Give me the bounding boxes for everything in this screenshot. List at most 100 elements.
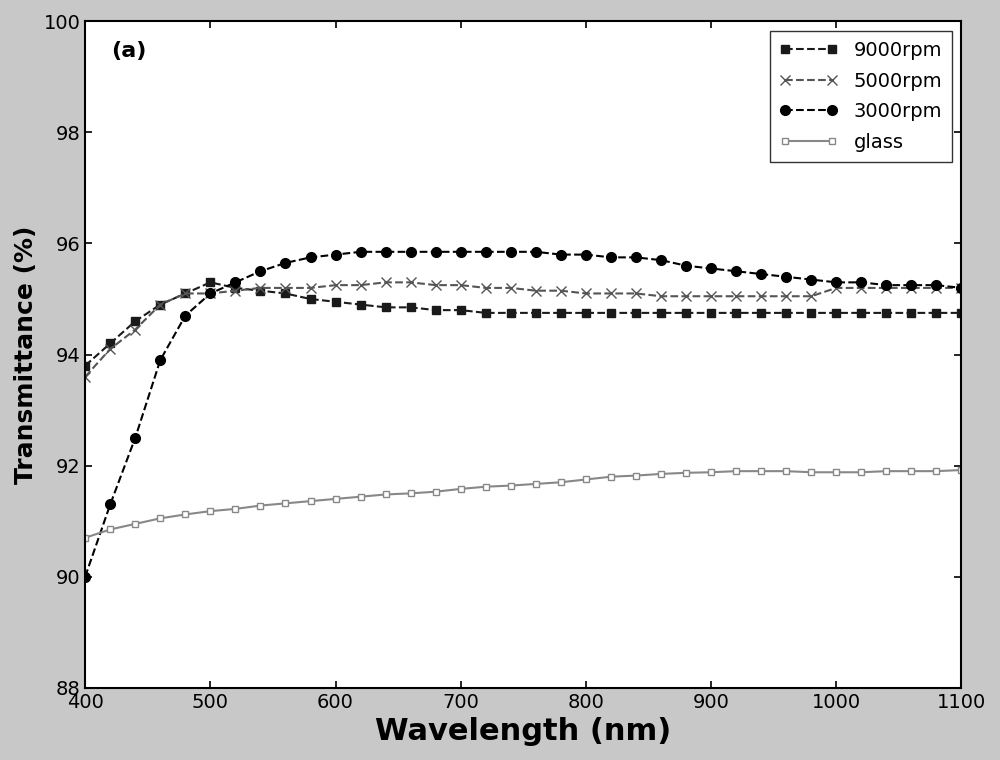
9000rpm [880, 309, 892, 318]
5000rpm [154, 300, 166, 309]
9000rpm [104, 339, 116, 348]
9000rpm [254, 286, 266, 295]
5000rpm [580, 289, 592, 298]
9000rpm [730, 309, 742, 318]
5000rpm [179, 289, 191, 298]
3000rpm [154, 356, 166, 365]
5000rpm [455, 280, 467, 290]
9000rpm [480, 309, 492, 318]
5000rpm [955, 283, 967, 293]
3000rpm [680, 261, 692, 271]
glass [204, 507, 216, 516]
9000rpm [930, 309, 942, 318]
5000rpm [405, 278, 417, 287]
3000rpm [480, 247, 492, 256]
3000rpm [79, 572, 91, 581]
5000rpm [229, 286, 241, 295]
glass [254, 501, 266, 510]
Legend: 9000rpm, 5000rpm, 3000rpm, glass: 9000rpm, 5000rpm, 3000rpm, glass [770, 31, 952, 162]
5000rpm [705, 292, 717, 301]
glass [630, 471, 642, 480]
3000rpm [505, 247, 517, 256]
glass [104, 525, 116, 534]
glass [279, 499, 291, 508]
glass [955, 465, 967, 474]
Line: 5000rpm: 5000rpm [80, 277, 966, 382]
3000rpm [905, 280, 917, 290]
9000rpm [229, 283, 241, 293]
3000rpm [129, 433, 141, 442]
3000rpm [955, 283, 967, 293]
5000rpm [355, 280, 367, 290]
glass [555, 478, 567, 487]
glass [229, 505, 241, 514]
9000rpm [279, 289, 291, 298]
5000rpm [880, 283, 892, 293]
9000rpm [680, 309, 692, 318]
3000rpm [530, 247, 542, 256]
5000rpm [254, 283, 266, 293]
5000rpm [129, 325, 141, 334]
glass [505, 481, 517, 490]
glass [330, 494, 342, 503]
9000rpm [555, 309, 567, 318]
glass [405, 489, 417, 498]
5000rpm [680, 292, 692, 301]
3000rpm [455, 247, 467, 256]
3000rpm [880, 280, 892, 290]
9000rpm [855, 309, 867, 318]
9000rpm [380, 302, 392, 312]
glass [930, 467, 942, 476]
glass [655, 470, 667, 479]
glass [129, 519, 141, 528]
glass [305, 496, 317, 505]
glass [905, 467, 917, 476]
9000rpm [780, 309, 792, 318]
glass [355, 492, 367, 502]
3000rpm [179, 311, 191, 320]
3000rpm [930, 280, 942, 290]
5000rpm [279, 283, 291, 293]
5000rpm [905, 283, 917, 293]
9000rpm [755, 309, 767, 318]
5000rpm [505, 283, 517, 293]
9000rpm [405, 302, 417, 312]
5000rpm [330, 280, 342, 290]
9000rpm [805, 309, 817, 318]
9000rpm [655, 309, 667, 318]
9000rpm [154, 300, 166, 309]
glass [380, 490, 392, 499]
9000rpm [355, 300, 367, 309]
5000rpm [930, 283, 942, 293]
3000rpm [279, 258, 291, 268]
3000rpm [755, 270, 767, 279]
9000rpm [705, 309, 717, 318]
glass [680, 468, 692, 477]
3000rpm [630, 253, 642, 262]
Line: 9000rpm: 9000rpm [81, 278, 966, 370]
glass [805, 467, 817, 477]
3000rpm [204, 289, 216, 298]
glass [730, 467, 742, 476]
5000rpm [855, 283, 867, 293]
5000rpm [755, 292, 767, 301]
9000rpm [455, 306, 467, 315]
3000rpm [780, 272, 792, 281]
3000rpm [605, 253, 617, 262]
glass [855, 467, 867, 477]
glass [830, 467, 842, 477]
5000rpm [305, 283, 317, 293]
3000rpm [730, 267, 742, 276]
9000rpm [580, 309, 592, 318]
5000rpm [555, 286, 567, 295]
3000rpm [580, 250, 592, 259]
5000rpm [805, 292, 817, 301]
3000rpm [355, 247, 367, 256]
5000rpm [79, 372, 91, 382]
5000rpm [630, 289, 642, 298]
3000rpm [855, 278, 867, 287]
3000rpm [229, 278, 241, 287]
5000rpm [830, 283, 842, 293]
9000rpm [330, 297, 342, 306]
glass [455, 484, 467, 493]
